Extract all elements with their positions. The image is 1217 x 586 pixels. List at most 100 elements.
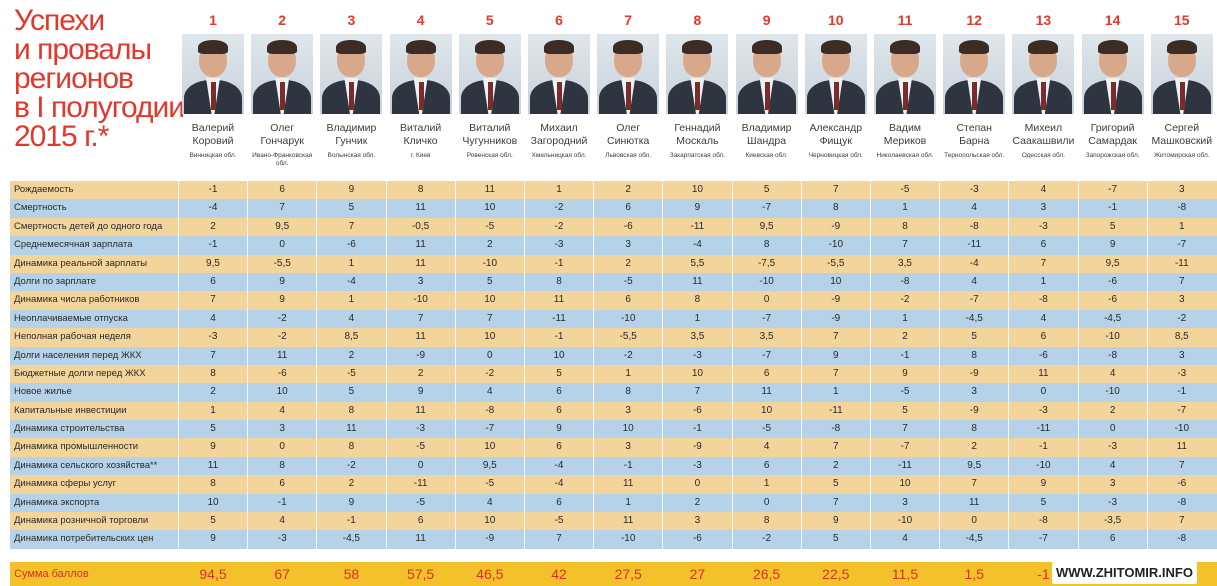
table-cell: -2	[900, 294, 910, 306]
table-cell: -2	[277, 331, 287, 343]
person-card: 14 Григорий Самардак Запорожская обл.	[1078, 10, 1148, 160]
table-row: Долги населения перед ЖКХ 7 11 2 -9 0 10 -2 -3 -7…	[10, 346, 1217, 365]
table-cell: 7	[1179, 275, 1185, 287]
table-cell: -5	[762, 423, 772, 435]
table-cell: 8	[417, 184, 424, 195]
table-cell: 1	[694, 312, 701, 324]
row-label: Бюджетные долги перед ЖКХ	[14, 367, 146, 379]
table-cell: 6	[279, 478, 285, 490]
table-cell: -8	[1177, 496, 1187, 508]
table-cell: -4	[969, 257, 979, 269]
table-cell: 4	[279, 404, 285, 416]
table-cell: -5	[485, 220, 495, 232]
table-cell: 5	[487, 275, 493, 287]
table-cell: 11	[415, 239, 426, 251]
table-cell: 9	[1109, 239, 1116, 251]
person-region: Киевская обл.	[745, 152, 788, 159]
person-card: 5 Виталий Чугунников Ровенская обл.	[455, 10, 525, 160]
table-row: Динамика розничной торговли 5 4 -1 6 10 -5 11 3 8…	[10, 512, 1217, 531]
table-cell: 6	[556, 496, 562, 508]
table-cell: 5	[210, 423, 216, 435]
table-cell: 7	[971, 478, 977, 490]
table-cell: 9	[902, 367, 908, 379]
table-cell: -2	[554, 220, 564, 232]
table-cell: 6	[556, 386, 562, 398]
table-cell: 2	[1109, 404, 1116, 416]
table-cell: -7	[1177, 239, 1187, 251]
table-cell: 8	[902, 220, 908, 232]
person-card: 3 Владимир Гунчик Волынская обл.	[316, 10, 386, 160]
table-cell: 8	[625, 386, 631, 398]
table-cell: -5,5	[619, 331, 637, 343]
table-cell: 10	[691, 367, 703, 379]
table-cell: 2	[902, 331, 908, 343]
table-cell: -3	[1038, 220, 1048, 232]
table-cell: 7	[556, 533, 562, 545]
table-cell: 9,5	[482, 459, 497, 471]
table-cell: 8	[348, 404, 355, 416]
row-label: Смертность	[14, 202, 67, 214]
person-last-name: Саакашвили	[1012, 135, 1075, 147]
table-cell: 8,5	[1174, 331, 1189, 343]
person-first-name: Степан	[956, 122, 992, 134]
person-photo	[1150, 34, 1213, 114]
table-cell: -4	[208, 202, 218, 214]
person-first-name: Александр	[809, 122, 863, 134]
table-cell: 9	[279, 294, 285, 306]
table-cell: -3	[969, 184, 979, 195]
table-cell: -2	[277, 312, 287, 324]
table-cell: 6	[1040, 331, 1047, 343]
title-line: в I полугодии	[14, 91, 185, 124]
table-cell: 3	[417, 275, 424, 287]
table-cell: 4	[210, 312, 216, 324]
table-cell: -4	[554, 459, 564, 471]
table-row: Динамика числа работников 7 9 1 -10 10 11 6 8 0 -9…	[10, 291, 1217, 310]
table-cell: -5	[416, 441, 426, 453]
table-cell: -1	[1108, 202, 1118, 214]
row-label: Рождаемость	[14, 184, 74, 195]
table-cell: 6	[763, 459, 770, 471]
table-cell: -7	[762, 312, 772, 324]
table-cell: -5	[416, 496, 426, 508]
table-cell: 6	[556, 404, 562, 416]
table-cell: -9	[692, 441, 702, 453]
row-label: Динамика реальной зарплаты	[14, 257, 148, 269]
table-cell: 1	[902, 312, 908, 324]
table-cell: 3,5	[759, 331, 774, 343]
table-cell: 4	[487, 496, 493, 508]
table-cell: -8	[1177, 533, 1187, 545]
table-cell: 10	[484, 202, 496, 214]
person-photo	[874, 34, 936, 114]
table-cell: 11	[761, 386, 772, 398]
total-cell: 27	[689, 566, 706, 582]
table-cell: 4	[348, 312, 355, 324]
person-first-name: Виталий	[469, 122, 511, 134]
table-cell: -9	[831, 220, 841, 232]
total-cell: 46,5	[476, 566, 504, 582]
table-cell: 7	[1179, 459, 1185, 471]
table-cell: -11	[898, 459, 912, 471]
table-cell: 8	[210, 478, 216, 490]
table-cell: 3	[1179, 184, 1185, 195]
table-cell: 5	[833, 533, 839, 545]
table-cell: 6	[1040, 239, 1047, 251]
table-cell: -8	[831, 423, 841, 435]
table-cell: 11	[622, 478, 634, 490]
person-card: 11 Вадим Мериков Николаевская обл.	[870, 10, 940, 160]
person-region: Закарпатская обл.	[669, 152, 726, 159]
table-row: Новое жилье 2 10 5 9 4 6 8 7 11 1 -5 3 0 -10 -1	[10, 383, 1217, 402]
table-cell: 1	[1040, 275, 1047, 287]
person-first-name: Владимир	[741, 122, 792, 134]
table-cell: 8	[833, 202, 839, 214]
table-cell: 11	[553, 294, 565, 306]
table-cell: 7	[487, 312, 493, 324]
table-cell: -3	[554, 239, 564, 251]
table-cell: 7	[694, 386, 701, 398]
table-cell: 3	[1179, 349, 1185, 361]
table-cell: -1	[554, 257, 564, 269]
table-cell: -8	[1177, 202, 1187, 214]
table-cell: 9	[833, 515, 839, 527]
table-cell: 1	[902, 202, 908, 214]
person-photo	[597, 34, 660, 114]
table-cell: -10	[897, 515, 913, 527]
